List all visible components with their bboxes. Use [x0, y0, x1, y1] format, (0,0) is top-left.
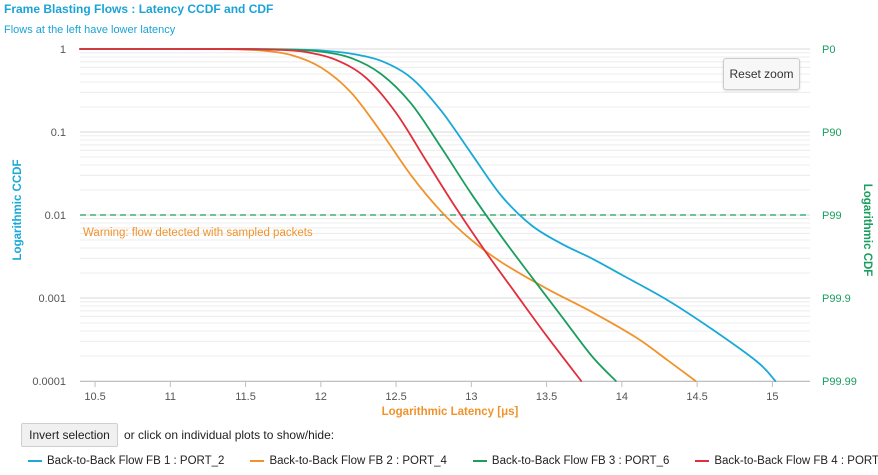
y-right-tick-label: P0 [822, 44, 835, 56]
x-tick-label: 12.5 [385, 391, 406, 403]
legend-label: Back-to-Back Flow FB 2 : PORT_4 [269, 455, 447, 467]
y-right-tick-label: P99 [822, 210, 842, 222]
warning-annotation: Warning: flow detected with sampled pack… [83, 227, 313, 239]
x-tick-label: 11.5 [235, 391, 256, 403]
y-right-tick-label: P99.9 [822, 293, 851, 305]
chart-title: Frame Blasting Flows : Latency CCDF and … [4, 2, 274, 16]
y-left-axis-title: Logarithmic CCDF [12, 160, 24, 261]
y-left-tick-label: 0.0001 [32, 376, 66, 388]
chart-subtitle: Flows at the left have lower latency [4, 24, 176, 36]
x-tick-label: 12 [315, 391, 327, 403]
y-right-tick-label: P90 [822, 127, 842, 139]
legend-item-fb2[interactable]: Back-to-Back Flow FB 2 : PORT_4 [250, 455, 447, 467]
legend-item-fb4[interactable]: Back-to-Back Flow FB 4 : PORT_8 [695, 455, 878, 467]
x-tick-label: 15 [766, 391, 778, 403]
chart-canvas: 10.5 11 11.5 12 12.5 13 13.5 14 14.5 15 1 0.1 0.01 0.… [12, 44, 873, 418]
legend-swatch [695, 460, 710, 462]
y-right-axis-title: Logarithmic CDF [861, 184, 873, 277]
series-line-fb4[interactable] [79, 48, 583, 382]
legend-label: Back-to-Back Flow FB 4 : PORT_8 [714, 455, 878, 467]
y-left-tick-label: 0.01 [45, 210, 66, 222]
x-tick-label: 13 [465, 391, 477, 403]
legend-swatch [250, 460, 265, 462]
legend-swatch [28, 460, 42, 462]
legend-label: Back-to-Back Flow FB 3 : PORT_6 [491, 455, 670, 467]
x-tick-label: 10.5 [84, 391, 105, 403]
legend-item-fb3[interactable]: Back-to-Back Flow FB 3 : PORT_6 [472, 455, 670, 467]
legend-item-fb1[interactable]: Back-to-Back Flow FB 1 : PORT_2 [28, 455, 224, 467]
invert-hint-text: or click on individual plots to show/hid… [124, 428, 335, 442]
y-left-tick-label: 1 [60, 44, 66, 56]
x-tick-label: 14.5 [686, 391, 707, 403]
x-tick-label: 14 [616, 391, 628, 403]
x-tick-label: 11 [165, 391, 176, 403]
x-tick-label: 13.5 [536, 391, 557, 403]
legend-swatch [472, 460, 487, 462]
invert-selection-button[interactable]: Invert selection [21, 423, 118, 447]
reset-zoom-button[interactable]: Reset zoom [723, 58, 800, 90]
y-left-tick-label: 0.1 [51, 127, 66, 139]
x-axis-title: Logarithmic Latency [μs] [382, 406, 519, 418]
y-left-tick-label: 0.001 [38, 293, 66, 305]
legend: Back-to-Back Flow FB 1 : PORT_2 Back-to-B… [28, 455, 878, 467]
y-right-tick-label: P99.99 [822, 376, 857, 388]
legend-label: Back-to-Back Flow FB 1 : PORT_2 [47, 455, 225, 467]
